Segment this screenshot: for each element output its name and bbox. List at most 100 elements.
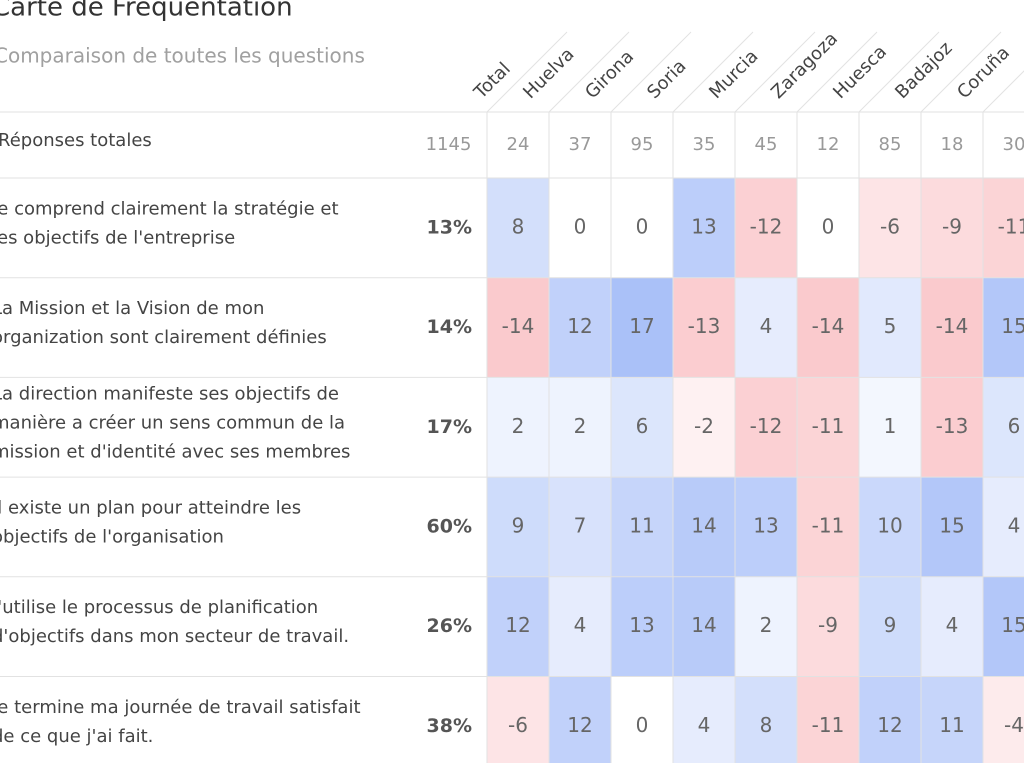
heat-cell: [487, 178, 549, 278]
heat-cell: [921, 277, 983, 378]
heat-cell: [921, 178, 983, 278]
total-count: 45: [755, 134, 778, 155]
heat-cell: [549, 377, 611, 478]
cell-value: 4: [1008, 513, 1021, 537]
heat-cell: [983, 576, 1024, 677]
row-label: manière a créer un sens commun de la: [0, 412, 345, 433]
cell-value: -11: [812, 414, 845, 438]
heat-cell: [611, 676, 673, 763]
cell-value: 12: [567, 314, 592, 338]
cell-value: -14: [812, 314, 845, 338]
cell-value: 12: [877, 713, 902, 737]
heat-cell: [797, 576, 859, 677]
heat-cell: [859, 576, 921, 677]
header-diagonal: [920, 31, 1002, 113]
cell-value: 13: [753, 513, 778, 537]
row-label: organization sont clairement définies: [0, 327, 327, 348]
cell-value: 4: [698, 713, 711, 737]
total-count: 30: [1003, 134, 1024, 155]
total-count: 37: [569, 134, 592, 155]
heat-cell: [487, 277, 549, 378]
total-count: 1145: [426, 134, 472, 155]
cell-value: 2: [574, 414, 587, 438]
cell-value: -12: [750, 414, 783, 438]
cell-value: 0: [636, 214, 649, 238]
column-header: Total: [470, 58, 515, 103]
column-header: Zaragoza: [767, 28, 842, 103]
cell-value: 8: [512, 214, 525, 238]
title: Carte de Fréquentation: [0, 0, 293, 23]
header-diagonal: [486, 31, 568, 113]
row-total: 14%: [427, 316, 472, 338]
header-diagonal: [734, 31, 816, 113]
heat-cell: [983, 377, 1024, 478]
heat-cell: [673, 676, 735, 763]
cell-value: -13: [936, 414, 969, 438]
cell-value: 15: [1001, 613, 1024, 637]
row-label: Je comprend clairement la stratégie et: [0, 198, 339, 219]
row-label: les objectifs de l'entreprise: [0, 227, 235, 248]
cell-value: -11: [812, 713, 845, 737]
heat-cell: [549, 477, 611, 577]
heat-cell: [983, 178, 1024, 278]
heat-cell: [673, 277, 735, 378]
cell-value: 12: [567, 713, 592, 737]
total-count: 95: [631, 134, 654, 155]
header-diagonal: [982, 70, 1024, 113]
heat-cell: [797, 377, 859, 478]
heat-cell: [487, 477, 549, 577]
cell-value: 12: [505, 613, 530, 637]
heat-cell: [735, 477, 797, 577]
heat-cell: [797, 277, 859, 378]
cell-value: 15: [939, 513, 964, 537]
total-count: 24: [507, 134, 530, 155]
heat-cell: [859, 178, 921, 278]
heat-cell: [797, 676, 859, 763]
subtitle: Comparaison de toutes les questions: [0, 44, 365, 68]
row-label: La direction manifeste ses objectifs de: [0, 383, 339, 404]
heat-cell: [549, 676, 611, 763]
heat-cell: [921, 576, 983, 677]
cell-value: 14: [691, 513, 716, 537]
cell-value: 1: [884, 414, 897, 438]
cell-value: -14: [936, 314, 969, 338]
cell-value: -9: [818, 613, 838, 637]
column-header: Huelva: [519, 44, 578, 103]
cell-value: -11: [812, 513, 845, 537]
heat-cell: [983, 676, 1024, 763]
cell-value: 15: [1001, 314, 1024, 338]
cell-value: -11: [998, 214, 1024, 238]
header-diagonal: [672, 31, 754, 113]
cell-value: -12: [750, 214, 783, 238]
heat-cell: [611, 477, 673, 577]
total-count: 35: [693, 134, 716, 155]
heat-cell: [611, 277, 673, 378]
row-label: Réponses totales: [0, 130, 152, 151]
cell-value: 2: [760, 613, 773, 637]
heat-cell: [735, 377, 797, 478]
cell-value: 9: [512, 513, 525, 537]
total-count: 18: [941, 134, 964, 155]
row-label: mission et d'identité avec ses membres: [0, 441, 350, 462]
cell-value: 11: [629, 513, 654, 537]
cell-value: 6: [1008, 414, 1021, 438]
heat-cell: [611, 576, 673, 677]
cell-value: 6: [636, 414, 649, 438]
header-diagonal: [610, 31, 692, 113]
cell-value: 14: [691, 613, 716, 637]
cell-value: 4: [574, 613, 587, 637]
heat-cell: [735, 576, 797, 677]
row-total: 13%: [427, 216, 472, 238]
heat-cell: [921, 477, 983, 577]
row-total: 38%: [427, 715, 472, 737]
heat-cell: [487, 377, 549, 478]
row-label: de ce que j'ai fait.: [0, 726, 153, 747]
cell-value: 4: [946, 613, 959, 637]
column-header: Girona: [581, 46, 638, 103]
cell-value: 8: [760, 713, 773, 737]
cell-value: 10: [877, 513, 902, 537]
heat-cell: [797, 178, 859, 278]
cell-value: 9: [884, 613, 897, 637]
heat-cell: [487, 576, 549, 677]
